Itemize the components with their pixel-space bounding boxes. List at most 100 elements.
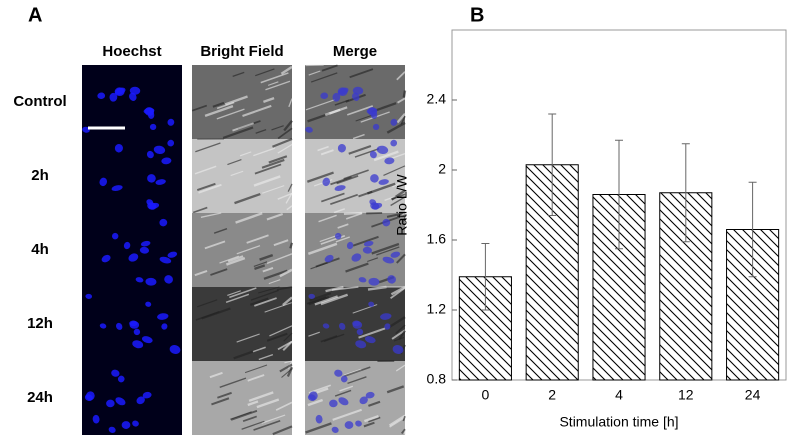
cell-streak <box>282 296 293 306</box>
cell-streak <box>204 105 234 117</box>
cell-streak <box>272 425 293 436</box>
nucleus <box>114 87 125 97</box>
nucleus <box>146 150 154 159</box>
nucleus <box>392 345 404 354</box>
cell-streak <box>306 171 334 183</box>
cell-streak <box>321 64 338 72</box>
cell-streak <box>198 183 222 194</box>
cell-streak <box>389 416 406 428</box>
cell-streak <box>398 212 406 218</box>
cell-streak <box>339 385 354 392</box>
nucleus <box>390 118 398 126</box>
cell-streak <box>402 90 407 98</box>
nucleus <box>363 240 374 247</box>
cell-streak <box>216 101 235 110</box>
micrograph <box>192 213 292 287</box>
nucleus <box>339 322 346 330</box>
cell-streak <box>335 236 350 243</box>
cell-streak <box>376 246 400 256</box>
cell-streak <box>286 205 293 211</box>
micrograph <box>82 139 182 213</box>
bar <box>659 192 713 381</box>
cell-streak <box>352 235 379 247</box>
cell-streak <box>252 346 266 353</box>
cell-streak <box>317 145 329 152</box>
cell-streak <box>255 68 275 77</box>
cell-streak <box>367 285 387 291</box>
nucleus <box>82 126 90 133</box>
cell-streak <box>266 253 293 265</box>
nucleus <box>368 301 375 307</box>
cell-streak <box>344 366 371 377</box>
cell-streak <box>219 255 240 264</box>
nucleus <box>358 277 367 283</box>
cell-streak <box>396 253 406 264</box>
cell-streak <box>358 327 386 339</box>
nucleus <box>129 92 137 101</box>
cell-streak <box>247 400 259 407</box>
cell-streak <box>209 371 223 379</box>
column-header: Hoechst <box>102 43 161 60</box>
x-tick-label: 2 <box>548 387 556 403</box>
cell-streak <box>288 98 293 108</box>
cell-streak <box>242 104 272 117</box>
cell-streak <box>345 262 369 273</box>
nucleus <box>324 254 334 263</box>
cell-streak <box>273 239 289 247</box>
cell-streak <box>242 415 257 423</box>
nucleus <box>142 391 152 399</box>
row-label: 12h <box>27 315 53 332</box>
cell-streak <box>330 193 359 206</box>
cell-streak <box>393 337 405 342</box>
nucleus <box>331 426 339 433</box>
cell-streak <box>318 214 337 223</box>
micrographs <box>82 64 407 436</box>
cell-streak <box>255 128 267 134</box>
cell-streak <box>204 240 226 250</box>
y-tick-label: 2 <box>438 161 446 177</box>
cell-streak <box>368 400 381 407</box>
nucleus <box>159 256 172 264</box>
cell-streak <box>225 293 250 303</box>
nucleus <box>139 246 150 254</box>
nucleus <box>322 177 331 187</box>
cell-streak <box>210 268 228 276</box>
x-tick-label: 12 <box>678 387 694 403</box>
nucleus <box>86 391 95 401</box>
cell-streak <box>266 332 288 342</box>
cell-streak <box>235 212 263 224</box>
cell-streak <box>283 332 293 342</box>
cell-streak <box>234 192 261 205</box>
row-label: 4h <box>31 241 49 258</box>
cell-streak <box>308 331 320 337</box>
cell-streak <box>401 217 406 225</box>
nucleus <box>147 174 156 183</box>
nucleus <box>115 397 126 406</box>
cell-streak <box>391 193 406 200</box>
y-axis-label: Ratio L/W <box>394 173 410 235</box>
x-tick-label: 24 <box>745 387 761 403</box>
cell-streak <box>363 421 375 428</box>
nucleus <box>155 179 166 185</box>
cell-streak <box>236 245 261 255</box>
cell-streak <box>263 269 288 280</box>
nucleus <box>157 313 169 320</box>
cell-streak <box>217 391 232 399</box>
cell-streak <box>352 133 365 140</box>
cell-streak <box>307 242 338 255</box>
cell-streak <box>280 65 293 75</box>
cell-streak <box>400 428 406 435</box>
nucleus <box>369 150 377 159</box>
nucleus <box>346 241 354 250</box>
cell-streak <box>285 192 293 204</box>
cell-streak <box>250 289 279 301</box>
micrograph <box>192 139 292 213</box>
micrograph <box>305 65 405 139</box>
nucleus <box>111 185 123 191</box>
cell-streak <box>253 147 276 157</box>
cell-streak <box>253 175 281 187</box>
cell-streak <box>258 354 274 361</box>
cell-streak <box>241 420 265 430</box>
cell-streak <box>282 340 293 351</box>
nucleus <box>308 293 316 299</box>
